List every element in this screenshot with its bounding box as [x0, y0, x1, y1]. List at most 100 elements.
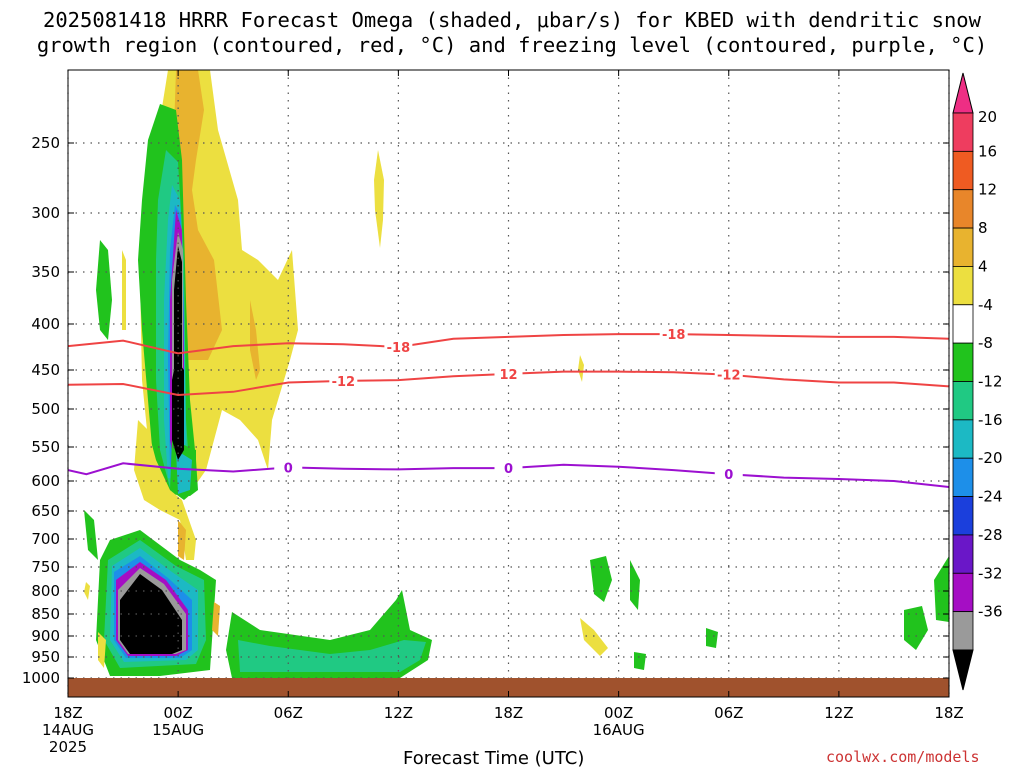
contour-label-bg: [659, 326, 688, 343]
field-green-east1: [590, 556, 612, 602]
field-orange-mid: [178, 520, 186, 560]
x-tick-label: 12Z: [383, 704, 414, 722]
y-axis: 250 300 350 400 450 500 550 600 650 700 750 800 850 9…: [22, 134, 949, 687]
field-green-east4: [706, 628, 718, 648]
colorbar-label: -8: [978, 334, 993, 352]
colorbar-segment: [952, 266, 974, 306]
omega-shaded-field: [84, 70, 949, 678]
contour-label-bg: [494, 365, 523, 382]
colorbar-label: -24: [978, 488, 1003, 506]
credit-text[interactable]: coolwx.com/models: [826, 748, 980, 766]
colorbar-segment: [952, 381, 974, 421]
colorbar-segment: [952, 534, 974, 574]
chart-title-line1: 2025081418 HRRR Forecast Omega (shaded, …: [43, 8, 981, 32]
colorbar-segment: [952, 457, 974, 497]
colorbar-segment: [952, 419, 974, 459]
colorbar-segment: [952, 150, 974, 191]
x-tick-date: 14AUG: [42, 721, 94, 739]
x-tick-label: 06Z: [714, 704, 744, 722]
field-green-east5: [904, 606, 928, 650]
field-green-east2: [630, 560, 640, 610]
colorbar-label: -4: [978, 296, 993, 314]
field-yellow-east: [580, 618, 608, 656]
contour-line: [68, 333, 949, 355]
x-tick-year: 2025: [48, 738, 88, 756]
x-axis: [67, 70, 950, 697]
y-tick-label: 600: [31, 472, 60, 490]
y-tick-label: 750: [31, 558, 60, 576]
y-tick-label: 250: [31, 134, 60, 152]
contour-label: 0: [504, 462, 513, 477]
colorbar-label: -36: [978, 603, 1003, 621]
colorbar-label: 4: [978, 257, 988, 275]
colorbar-segment: [952, 342, 974, 382]
colorbar-segment: [952, 611, 974, 651]
y-tick-label: 300: [31, 204, 60, 222]
colorbar-segment: [952, 189, 974, 229]
colorbar-label: 20: [978, 108, 997, 126]
y-tick-label: 400: [31, 315, 60, 333]
contour-label: -18: [387, 341, 411, 356]
y-tick-label: 450: [31, 361, 60, 379]
x-axis-title: Forecast Time (UTC): [403, 748, 585, 769]
y-tick-label: 500: [31, 400, 60, 418]
field-yellow-small2: [98, 632, 106, 668]
contour-label-bg: [274, 459, 303, 476]
contour-lines: -18 -18 -12 12 -12 0 0 0: [68, 326, 949, 488]
y-tick-label: 950: [31, 648, 60, 666]
colorbar: 20 16 12 8 4 -4 -8 -12 -16 -20 -24 -28 -32 -36: [952, 72, 1003, 691]
contour-label: 0: [724, 468, 733, 483]
colorbar-label: -20: [978, 449, 1003, 467]
field-teal-mid: [176, 450, 192, 494]
x-tick-label: 18Z: [53, 704, 83, 722]
y-tick-label: 900: [31, 627, 60, 645]
field-yellow-thin: [374, 150, 384, 248]
colorbar-bottom-arrow: [952, 649, 974, 691]
field-green-east6: [934, 556, 949, 622]
contour-label-bg: [329, 372, 358, 389]
x-tick-label: 18Z: [493, 704, 524, 722]
y-tick-label: 1000: [22, 669, 60, 687]
colorbar-segment: [952, 112, 974, 152]
field-yellow-mid: [134, 420, 196, 560]
field-orange-streak: [250, 300, 260, 380]
x-tick-date: 16AUG: [592, 721, 645, 739]
field-teal-low-east: [238, 640, 426, 672]
chart-title-line2: growth region (contoured, red, °C) and f…: [36, 33, 988, 57]
colorbar-label: -32: [978, 564, 1003, 582]
x-tick-label: 00Z: [163, 704, 193, 722]
contour-label-bg: [494, 460, 523, 477]
colorbar-label: 12: [978, 181, 997, 199]
colorbar-label: 8: [978, 219, 988, 237]
contour-label-bg: [714, 466, 743, 483]
y-tick-label: 650: [31, 502, 60, 520]
contour-label: -12: [332, 375, 356, 390]
contour-label-bg: [714, 366, 743, 383]
field-yellow-small1: [84, 582, 90, 600]
y-tick-label: 350: [31, 263, 60, 281]
x-tick-label: 18Z: [934, 704, 964, 722]
contour-label-bg: [384, 339, 413, 355]
field-yellow-east2: [578, 355, 584, 382]
contour-line: [68, 462, 949, 488]
y-tick-label: 550: [31, 438, 60, 456]
contour-label: 12: [499, 368, 517, 383]
colorbar-label: -12: [978, 373, 1003, 391]
x-tick-label: 06Z: [273, 704, 303, 722]
field-green-left2: [84, 510, 98, 560]
y-tick-label: 800: [31, 582, 60, 600]
field-black-mid: [172, 360, 184, 460]
field-green-left: [96, 240, 112, 340]
x-tick-label: 12Z: [824, 704, 854, 722]
field-green-east3: [634, 652, 646, 670]
x-tick-date: 15AUG: [152, 721, 205, 739]
colorbar-label: -28: [978, 526, 1003, 544]
contour-label: -18: [662, 328, 686, 343]
colorbar-segment: [952, 227, 974, 267]
field-yellow-left: [122, 250, 126, 330]
y-tick-label: 850: [31, 605, 60, 623]
field-orange-small: [212, 602, 220, 636]
colorbar-segment: [952, 304, 974, 344]
contour-label: 0: [284, 461, 293, 476]
